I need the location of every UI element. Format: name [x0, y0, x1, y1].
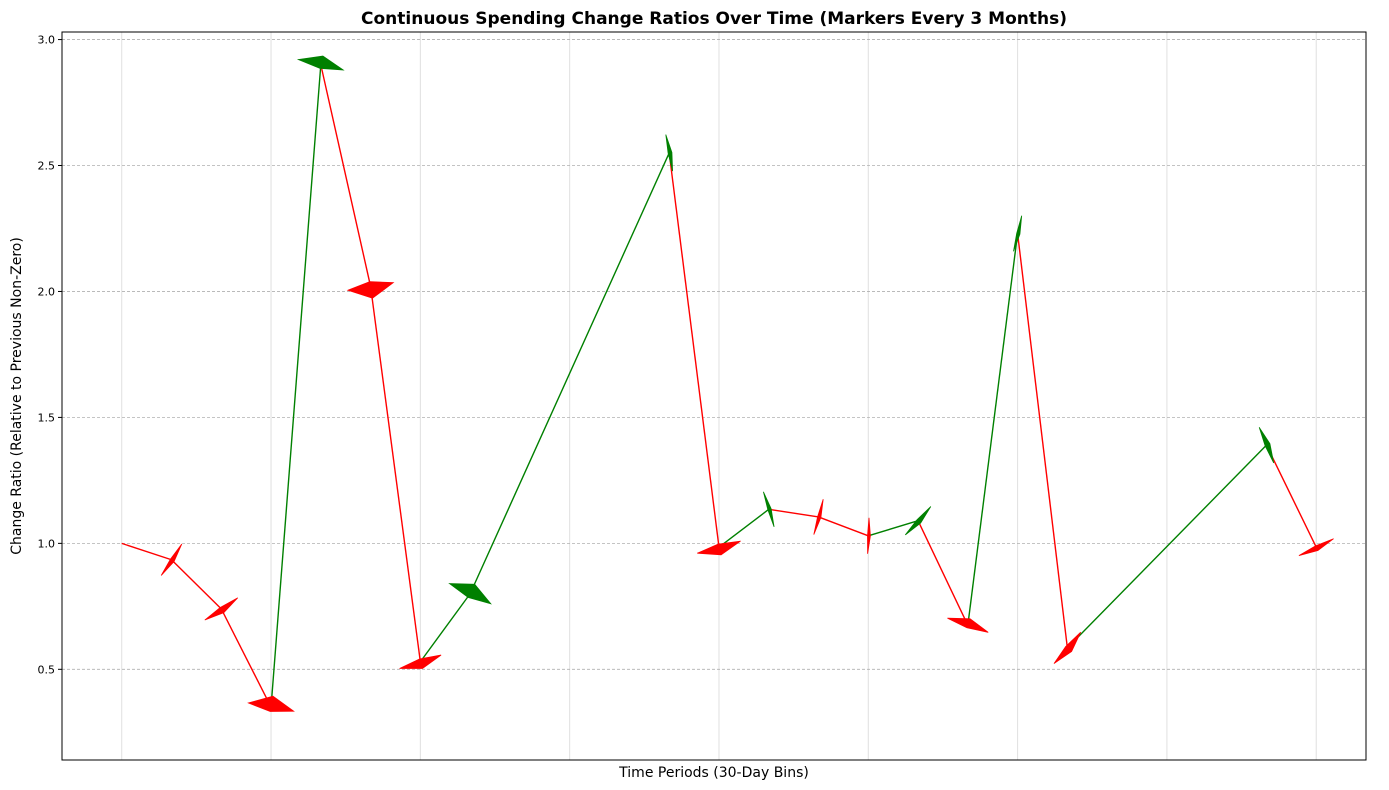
- series-segment-12: [818, 516, 869, 537]
- series-markers: [160, 55, 1334, 712]
- data-marker-23: [1258, 427, 1275, 464]
- y-tick-label-2: 1.5: [38, 411, 56, 424]
- series-segment-13: [868, 520, 919, 537]
- data-marker-15: [867, 517, 871, 554]
- series-segment-10: [718, 508, 770, 548]
- data-marker-5: [346, 281, 395, 299]
- data-marker-7: [448, 583, 492, 605]
- data-marker-2: [204, 597, 238, 621]
- series-segment-17: [1066, 444, 1267, 649]
- series-segment-8: [469, 152, 670, 595]
- series-segment-7: [419, 593, 471, 663]
- chart-title: Continuous Spending Change Ratios Over T…: [361, 9, 1067, 29]
- y-axis-ticks: 0.5 1.0 1.5 2.0 2.5 3.0: [38, 34, 62, 676]
- series-segment-6: [369, 286, 422, 662]
- grid: [62, 32, 1366, 760]
- y-tick-label-5: 3.0: [38, 34, 56, 47]
- series-segment-3: [220, 608, 272, 708]
- data-marker-6: [399, 654, 442, 669]
- data-marker-18: [1013, 215, 1023, 252]
- data-marker-16: [904, 506, 932, 536]
- data-marker-4: [296, 55, 345, 71]
- series-segment-4: [270, 64, 322, 708]
- series-segment-16: [1016, 233, 1069, 648]
- series-segment-11: [768, 508, 819, 518]
- data-marker-14: [813, 499, 824, 535]
- y-axis-label: Change Ratio (Relative to Previous Non-Z…: [9, 237, 25, 555]
- series-segment-15: [967, 233, 1019, 626]
- plot-frame: [61, 31, 1367, 761]
- data-marker-13: [763, 491, 775, 528]
- series-segment-1: [121, 542, 172, 561]
- data-marker-3: [247, 695, 295, 712]
- series-segment-9: [668, 152, 720, 548]
- data-marker-24: [1298, 538, 1334, 556]
- data-marker-11: [665, 134, 673, 172]
- y-tick-label-0: 0.5: [38, 663, 56, 676]
- data-marker-12: [697, 540, 741, 556]
- data-marker-17: [947, 617, 989, 633]
- y-tick-label-3: 2.0: [38, 285, 56, 298]
- series-segment-18: [1265, 444, 1317, 548]
- x-axis-label: Time Periods (30-Day Bins): [618, 765, 809, 781]
- series-lines: [121, 64, 1317, 708]
- series-segment-5: [320, 64, 372, 287]
- series-segment-2: [171, 559, 222, 610]
- data-marker-19: [1053, 631, 1082, 664]
- series-segment-14: [917, 520, 969, 626]
- y-tick-label-4: 2.5: [38, 160, 56, 173]
- y-tick-label-1: 1.0: [38, 537, 56, 550]
- data-marker-1: [160, 543, 183, 576]
